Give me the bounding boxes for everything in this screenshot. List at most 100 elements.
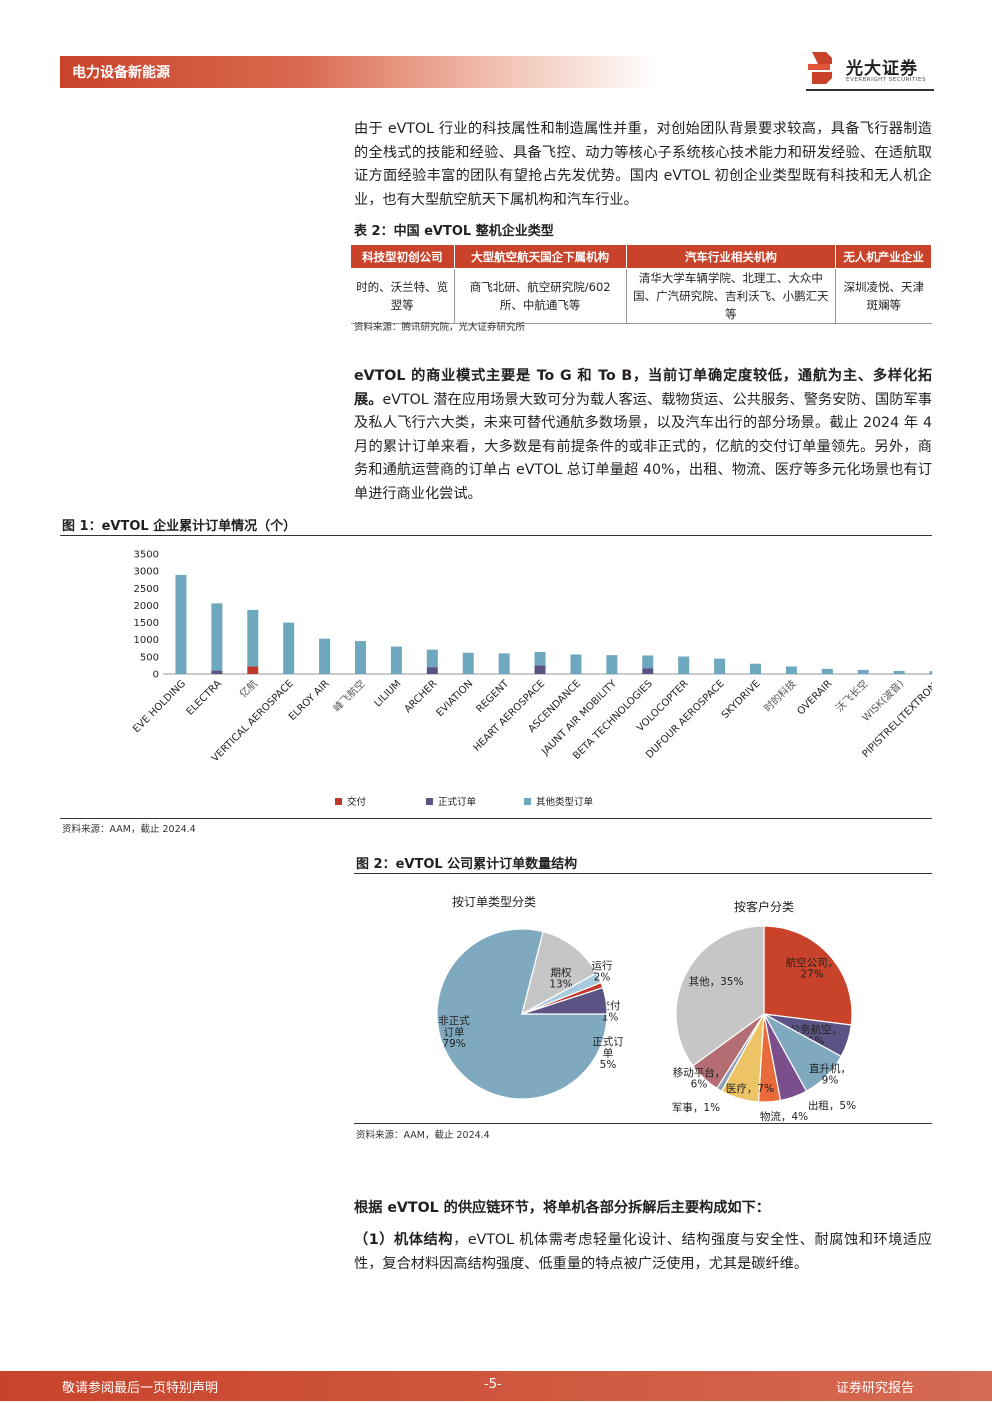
- pie-title: 按订单类型分类: [452, 895, 536, 909]
- table-cell: 清华大学车辆学院、北理工、大众中国、广汽研究院、吉利沃飞、小鹏汇天等: [626, 268, 837, 324]
- bar-segment: [642, 655, 654, 669]
- pie-label: 物流，4%: [760, 1110, 808, 1122]
- pie-label: 27%: [800, 969, 823, 981]
- x-tick-label: EVIATION: [435, 678, 476, 719]
- x-tick-label: REGENT: [475, 678, 512, 715]
- y-tick-label: 2000: [134, 601, 159, 612]
- table-header: 无人机产业企业: [835, 244, 932, 269]
- bar-segment: [893, 670, 905, 674]
- bar-segment: [606, 655, 618, 674]
- fig1-source: 资料来源：AAM，截止 2024.4: [62, 824, 196, 835]
- y-tick-label: 2500: [134, 584, 159, 595]
- header-rule: [806, 89, 934, 91]
- bar-segment: [462, 652, 474, 674]
- x-tick-label: SKYDRIVE: [720, 678, 763, 721]
- bar-segment: [247, 666, 259, 674]
- x-tick-label: LILIUM: [372, 678, 403, 709]
- paragraph-team-background: 由于 eVTOL 行业的科技属性和制造属性并重，对创始团队背景要求较高，具备飞行…: [354, 121, 932, 208]
- pie-label: 非正式: [438, 1014, 470, 1027]
- pie-label: 航空公司，: [786, 956, 839, 969]
- legend-label: 交付: [347, 796, 367, 808]
- bar-segment: [750, 663, 761, 674]
- bar-segment: [821, 668, 833, 674]
- footer-report-type: 证券研究报告: [836, 1381, 915, 1396]
- pie-label: 军事，1%: [672, 1101, 720, 1114]
- fig1-top-rule: [60, 535, 932, 536]
- fig2-bottom-rule: [354, 1123, 932, 1124]
- paragraph-business-model: eVTOL 的商业模式主要是 To G 和 To B，当前订单确定度较低，通航为…: [354, 365, 932, 506]
- table-header: 汽车行业相关机构: [625, 244, 837, 269]
- paragraph-body: eVTOL 潜在应用场景大致可分为载人客运、载物货运、公共服务、警务安防、国防军…: [354, 391, 932, 502]
- bar-segment: [175, 574, 187, 674]
- table-header: 科技型初创公司: [350, 244, 455, 269]
- pie-slice: [436, 928, 608, 1100]
- pie-label: 期权: [551, 966, 572, 979]
- legend-label: 其他类型订单: [536, 796, 594, 808]
- page-number: -5-: [484, 1377, 502, 1392]
- pie-title: 按客户分类: [734, 899, 794, 914]
- logo-text-cn: 光大证券: [846, 59, 918, 79]
- bar-segment: [283, 622, 295, 674]
- y-tick-label: 0: [153, 670, 159, 681]
- fig2-source: 资料来源：AAM，截止 2024.4: [356, 1130, 490, 1141]
- x-tick-label: OVERAIR: [795, 678, 834, 717]
- bar-segment: [534, 665, 546, 674]
- fig2-caption: 图 2：eVTOL 公司累计订单数量结构: [356, 857, 578, 872]
- fig1-bottom-rule: [60, 818, 932, 819]
- y-tick-label: 3000: [134, 567, 159, 578]
- pie-slice: [675, 925, 765, 1067]
- x-tick-label: HEART AEROSPACE: [472, 678, 548, 754]
- table-cell: 商飞北研、航空研究院/602 所、中航通飞等: [454, 268, 627, 324]
- bar-segment: [570, 654, 582, 674]
- table-company-types: 科技型初创公司 大型航空航天国企下属机构 汽车行业相关机构 无人机产业企业 时的…: [350, 244, 932, 324]
- table2-source: 资料来源：腾讯研究院，光大证券研究所: [354, 322, 526, 333]
- bar-segment: [857, 669, 869, 674]
- paragraph-supply-chain: 根据 eVTOL 的供应链环节，将单机各部分拆解后主要构成如下：: [354, 1200, 770, 1216]
- bar-segment: [319, 638, 331, 674]
- pie-label: 订单: [444, 1027, 465, 1039]
- brand-logo: 光大证券 EVERBRIGHT SECURITIES: [806, 50, 936, 92]
- table-header: 大型航空航天国企下属机构: [453, 244, 627, 269]
- x-tick-label: ELECTRA: [185, 678, 224, 717]
- y-tick-label: 1000: [134, 635, 159, 646]
- footer-banner: [0, 1371, 992, 1401]
- bar-segment: [785, 666, 797, 674]
- footer-disclaimer: 敬请参阅最后一页特别声明: [62, 1381, 219, 1396]
- paragraph-lead: eVTOL 的商业模式主要是 To G 和 To B，当前订单确定度较低，通航为…: [354, 368, 932, 408]
- bar-segment: [678, 656, 690, 674]
- pie-label: 13%: [549, 979, 572, 991]
- pie-charts-structure: 按订单类型分类非正式订单79%期权13%运行2%交付1%正式订单5%按客户分类航…: [436, 895, 856, 1122]
- y-tick-label: 3500: [134, 550, 159, 561]
- fig1-caption: 图 1：eVTOL 企业累计订单情况（个）: [62, 519, 297, 534]
- legend-label: 正式订单: [438, 796, 477, 808]
- pie-label: 79%: [442, 1038, 465, 1050]
- header-banner: [60, 56, 660, 88]
- bar-segment: [929, 671, 932, 674]
- bar-segment: [498, 653, 510, 674]
- x-tick-label: 时的科技: [761, 677, 798, 714]
- bar-segment: [714, 658, 726, 674]
- pie-label: 医疗，7%: [726, 1082, 774, 1095]
- x-tick-label: ARCHER: [403, 678, 440, 715]
- paragraph-lead: （1）机体结构: [354, 1232, 454, 1248]
- bar-segment: [534, 652, 546, 666]
- bar-segment: [642, 668, 654, 674]
- pie-label: 运行: [592, 959, 613, 972]
- pie-label: 其他，35%: [689, 975, 744, 988]
- y-tick-label: 1500: [134, 618, 159, 629]
- pie-label: 9%: [822, 1075, 839, 1087]
- table2-caption: 表 2：中国 eVTOL 整机企业类型: [354, 224, 554, 239]
- pie-label: 移动平台，: [673, 1066, 726, 1079]
- pie-label: 正式订: [592, 1035, 624, 1048]
- logo-mark-icon: [806, 50, 834, 84]
- table-row: 时的、沃兰特、览翌等 商飞北研、航空研究院/602 所、中航通飞等 清华大学车辆…: [350, 268, 932, 324]
- bar-segment: [426, 667, 438, 674]
- bar-segment: [211, 670, 223, 674]
- legend-swatch: [426, 798, 433, 805]
- bar-segment: [355, 641, 366, 674]
- pie-slice: [521, 930, 598, 1016]
- bar-segment: [929, 673, 932, 674]
- pie-label: 2%: [594, 972, 611, 984]
- x-tick-label: 亿航: [237, 677, 260, 700]
